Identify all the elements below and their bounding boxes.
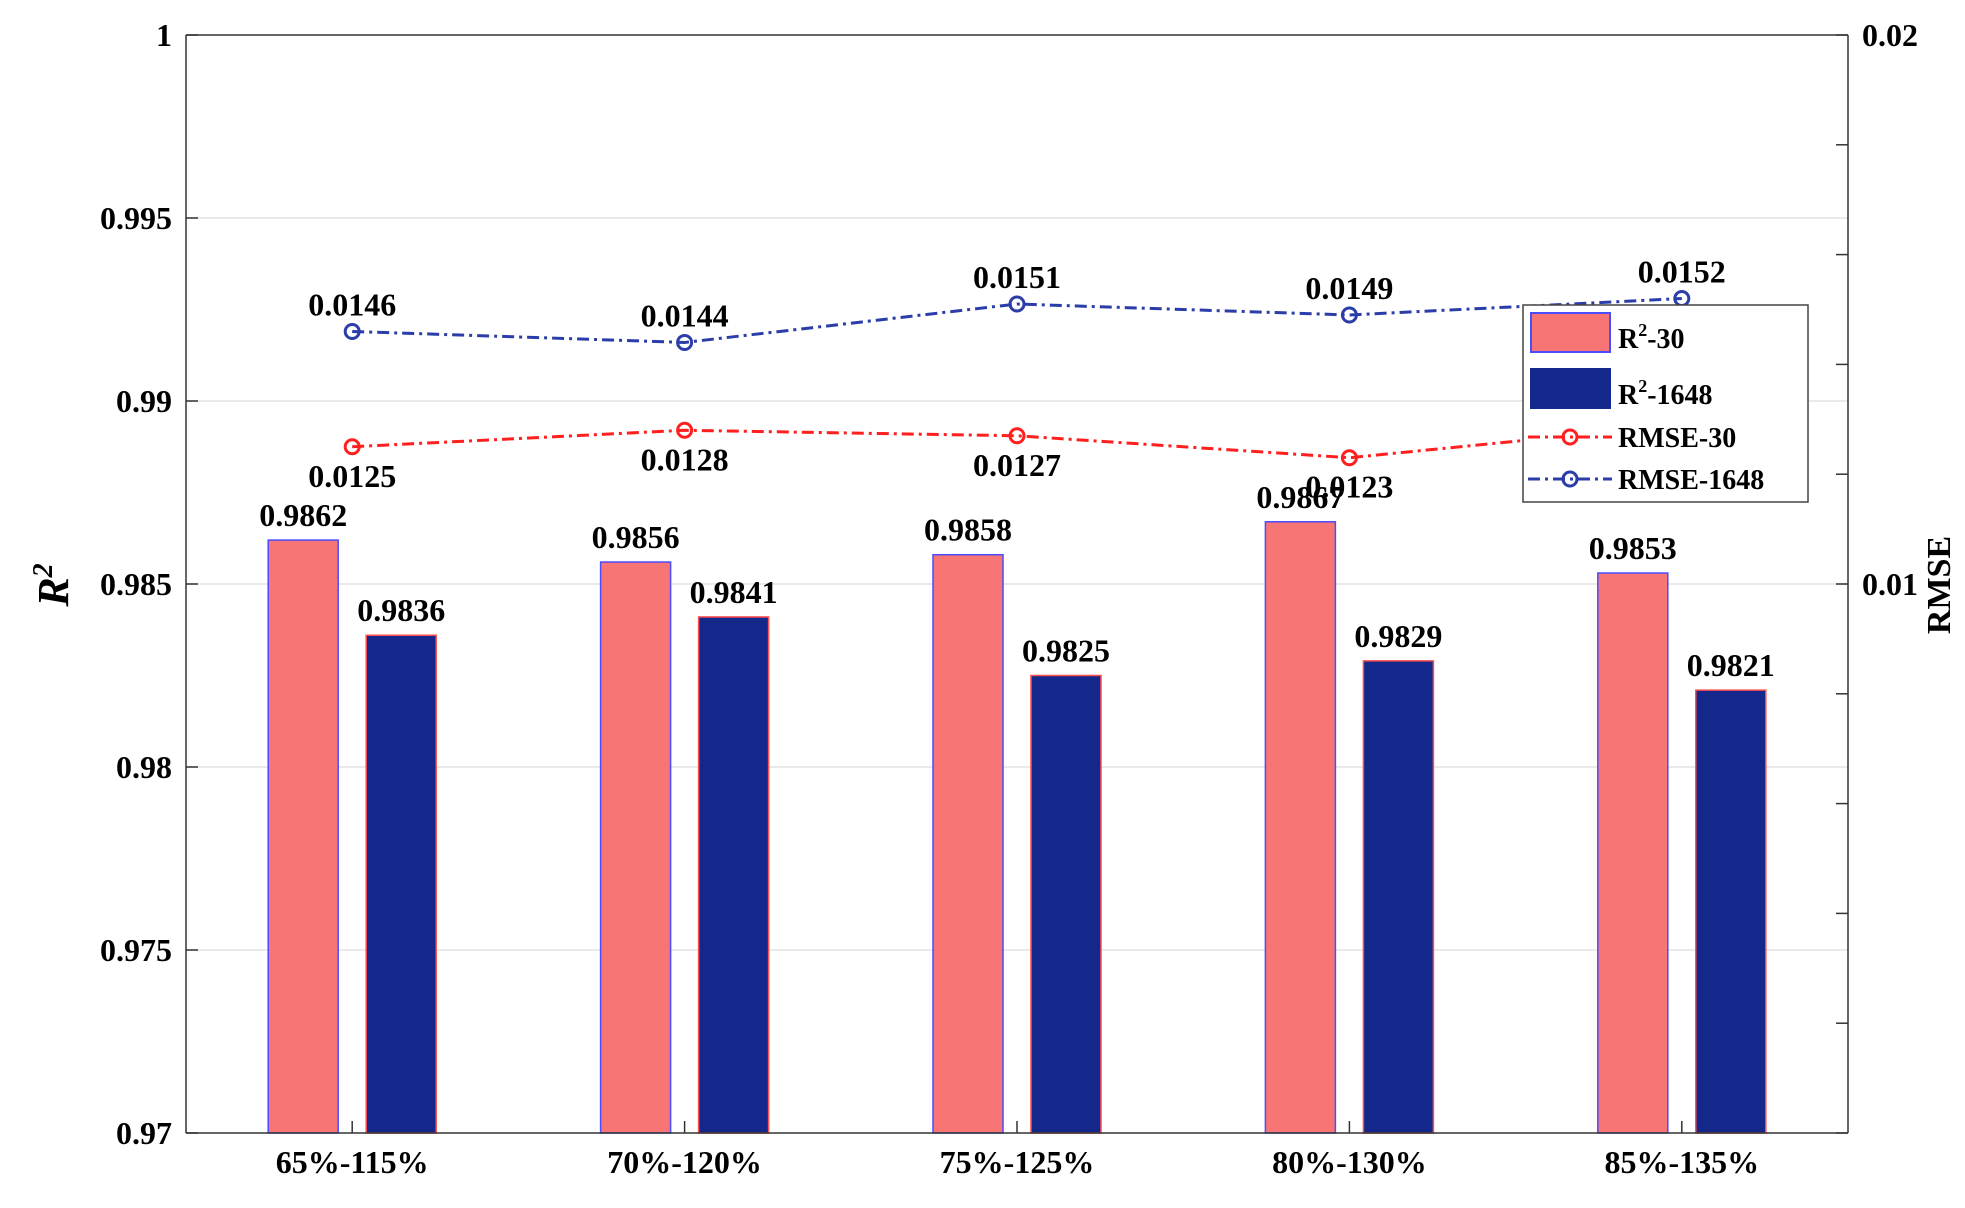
y-axis-label-sup: 2 (28, 563, 59, 578)
x-tick-label: 70%-120% (607, 1144, 762, 1180)
y-axis-label-main: R (29, 577, 78, 607)
y2-tick-label: 0.01 (1862, 566, 1918, 602)
bar (599, 561, 672, 1134)
rmse-marker (1340, 306, 1358, 324)
y-tick-label: 0.985 (100, 566, 172, 602)
rmse-value-label: 0.0146 (308, 286, 396, 322)
bar (1597, 572, 1669, 1134)
legend-label-rmse-30: RMSE-30 (1618, 423, 1736, 454)
rmse-value-label: 0.0125 (308, 458, 396, 494)
rmse-value-label: 0.0123 (1305, 469, 1393, 505)
rmse-marker (1340, 449, 1358, 467)
bar-value-label: 0.9829 (1354, 618, 1442, 654)
y2-tick-label: 0.02 (1862, 17, 1918, 53)
bar-value-label: 0.9862 (259, 497, 347, 533)
x-tick-label: 65%-115% (276, 1144, 429, 1180)
rmse-value-label: 0.0127 (973, 447, 1061, 483)
legend-swatch-r2-1648 (1530, 368, 1611, 409)
bar-value-label: 0.9836 (357, 592, 445, 628)
legend: R2-30 R2-1648 RMSE-30 RMSE-1648 (1522, 304, 1809, 503)
y-tick-label: 0.98 (116, 749, 172, 785)
bar (1362, 660, 1435, 1134)
legend-swatch-r2-30 (1530, 312, 1611, 353)
bar-value-label: 0.9853 (1589, 530, 1677, 566)
rmse-line (352, 423, 1682, 460)
bar (932, 553, 1004, 1134)
bar (1030, 674, 1102, 1134)
data-labels: 0.9862 0.9856 0.9858 0.9867 0.9853 0.9836 0.98… (259, 254, 1775, 684)
bar (697, 616, 770, 1134)
legend-marker-rmse-30 (1561, 428, 1579, 446)
bar-value-label: 0.9821 (1687, 647, 1775, 683)
rmse-value-label: 0.0149 (1305, 270, 1393, 306)
bar-value-label: 0.9867 (1256, 479, 1344, 515)
rmse-marker (676, 333, 694, 351)
x-tick-label: 75%-125% (940, 1144, 1095, 1180)
rmse-marker (1008, 427, 1026, 445)
rmse-value-label: 0.0128 (641, 441, 729, 477)
bar (1695, 689, 1767, 1134)
y-axis-label: R2 (28, 563, 78, 607)
rmse-marker (343, 438, 361, 456)
x-tick-label: 80%-130% (1272, 1144, 1427, 1180)
bar-layer (267, 521, 1767, 1134)
axes: 0.97 0.975 0.98 0.985 0.99 0.995 1 0.01 0.02 65%-… (100, 17, 1918, 1180)
legend-marker-rmse-1648 (1561, 470, 1579, 488)
y2-axis-label: RMSE (1921, 536, 1958, 634)
y-tick-label: 0.99 (116, 383, 172, 419)
rmse-value-label: 0.0151 (973, 259, 1061, 295)
bar-value-label: 0.9841 (690, 574, 778, 610)
rmse-marker (1008, 295, 1026, 313)
bar-value-label: 0.9856 (592, 519, 680, 555)
rmse-marker (676, 421, 694, 439)
rmse-line (352, 297, 1682, 344)
legend-label-r2-30: R2-30 (1618, 320, 1685, 355)
bar (267, 539, 339, 1134)
bar-value-label: 0.9858 (924, 512, 1012, 548)
line-layer (343, 290, 1691, 467)
x-tick-label: 85%-135% (1604, 1144, 1759, 1180)
y-tick-label: 1 (156, 17, 172, 53)
bar-value-label: 0.9825 (1022, 633, 1110, 669)
y-tick-label: 0.995 (100, 200, 172, 236)
bar (1264, 521, 1337, 1134)
bar (365, 634, 437, 1134)
rmse-marker (343, 322, 361, 340)
legend-label-r2-1648: R2-1648 (1618, 376, 1713, 411)
legend-label-rmse-1648: RMSE-1648 (1618, 465, 1764, 496)
y-tick-label: 0.975 (100, 932, 172, 968)
rmse-value-label: 0.0144 (641, 297, 729, 333)
rmse-value-label: 0.0152 (1638, 254, 1726, 290)
y-tick-label: 0.97 (116, 1115, 172, 1151)
